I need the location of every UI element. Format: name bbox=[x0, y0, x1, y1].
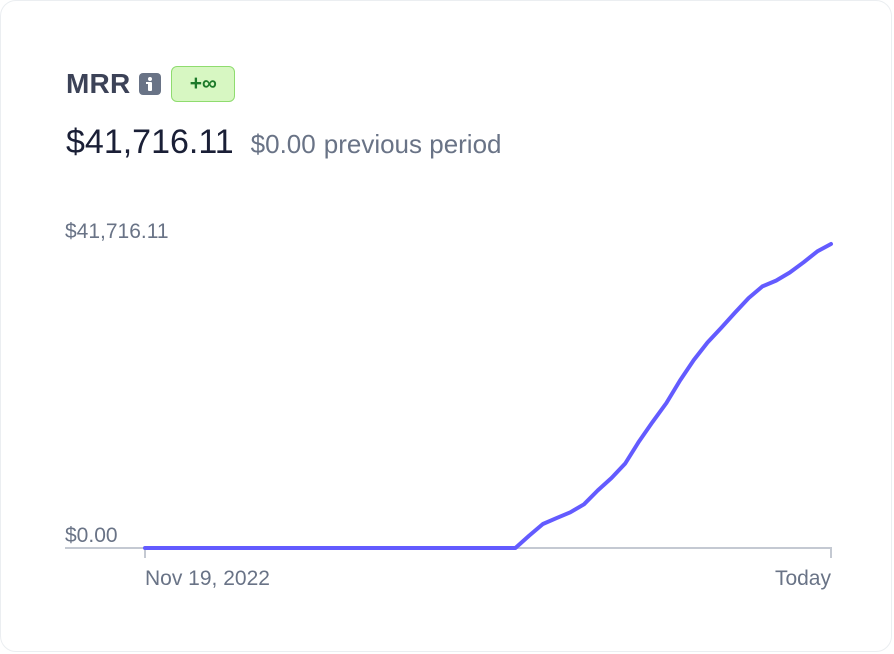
current-value: $41,716.11 bbox=[66, 123, 234, 161]
previous-value: $0.00 bbox=[250, 129, 316, 159]
x-tick-label-start: Nov 19, 2022 bbox=[145, 567, 270, 590]
info-icon[interactable] bbox=[139, 73, 162, 95]
mrr-series-line bbox=[143, 242, 833, 550]
metric-values: $41,716.11 $0.00 previous period bbox=[66, 123, 502, 162]
change-badge: +∞ bbox=[171, 66, 236, 102]
metric-title: MRR bbox=[66, 68, 131, 99]
x-tick-label-end: Today bbox=[775, 567, 832, 590]
info-icon-glyph bbox=[139, 73, 162, 95]
metric-header: MRR +∞ bbox=[66, 66, 236, 102]
previous-label: previous period bbox=[323, 129, 502, 159]
y-tick-label-zero: $0.00 bbox=[65, 524, 118, 547]
y-tick-label-max: $41,716.11 bbox=[65, 220, 169, 243]
